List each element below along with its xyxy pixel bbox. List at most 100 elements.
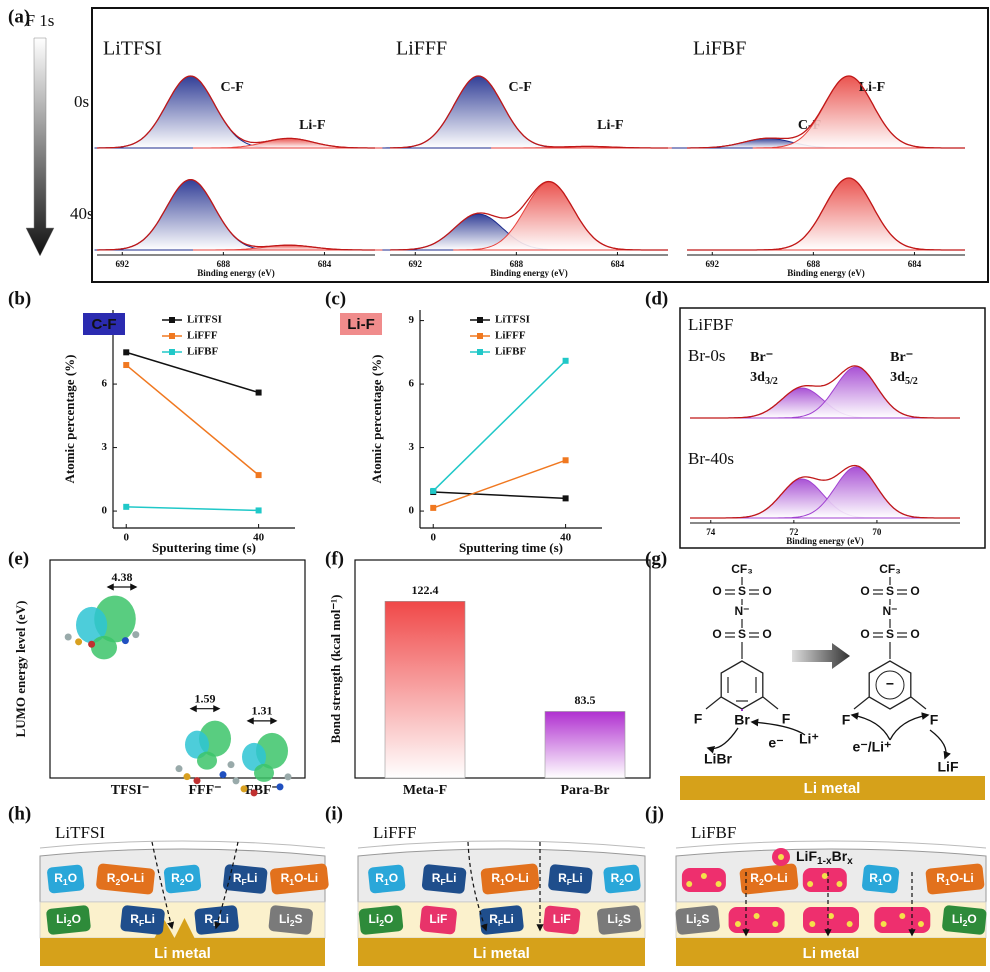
- text-part: Li: [607, 912, 618, 926]
- dot: [821, 873, 828, 879]
- x-tick-label: 684: [318, 259, 332, 269]
- text-part: 3d: [890, 370, 905, 385]
- text-part: F: [139, 918, 144, 928]
- text-part: O: [68, 871, 77, 885]
- x-tick-label: 40: [560, 532, 572, 544]
- sei-component-label: R1O: [54, 871, 77, 887]
- text-part: Li: [686, 912, 697, 926]
- bar: [384, 601, 466, 779]
- sei-component-label: R1O-Li: [491, 871, 528, 887]
- text-part: 1-x: [817, 856, 832, 867]
- text-part: F: [498, 918, 503, 928]
- orbital-lobe: [76, 606, 108, 644]
- sei-component-label: RFLi: [130, 912, 155, 928]
- dot: [807, 881, 814, 887]
- plot-frame: [354, 559, 651, 779]
- x-tick-label: 684: [611, 259, 625, 269]
- sei-component-label: R2O: [611, 871, 634, 887]
- panel-label: (a): [8, 6, 30, 27]
- panel-label: (e): [8, 548, 29, 569]
- dot: [753, 913, 760, 919]
- sei-component: [675, 905, 720, 935]
- text-part: Li: [247, 871, 258, 885]
- peak-label: C-F: [221, 80, 244, 95]
- outer-sei-edge: [357, 840, 646, 849]
- panel-title: LiFFF: [396, 38, 447, 60]
- atom-label: F: [782, 711, 791, 727]
- text-part: Br: [832, 848, 848, 864]
- peak-orbital: 3d5/2: [890, 370, 918, 387]
- sei-component-label: Li2S: [686, 912, 709, 928]
- panel-label: (i): [325, 803, 343, 824]
- atom-label: F: [842, 712, 851, 728]
- sei-component-label: R1O-Li: [936, 871, 973, 887]
- sei-component-label: RFLi: [558, 871, 583, 887]
- arrow: [929, 729, 951, 760]
- peak: [752, 75, 945, 149]
- sei-component-label: RFLi: [489, 912, 514, 928]
- y-tick-label: 0: [102, 505, 108, 517]
- x-tick-label: 692: [116, 259, 130, 269]
- series-line: [432, 459, 566, 509]
- x-axis-label: Sputtering time (s): [459, 540, 563, 555]
- atom-ball: [219, 771, 227, 779]
- time-label: 40s: [70, 204, 94, 223]
- text-part: 2: [697, 918, 702, 928]
- peak-label: Br⁻: [750, 350, 773, 365]
- text-part: O-Li: [505, 871, 529, 885]
- li-metal: [676, 938, 986, 966]
- arrow: [850, 712, 891, 741]
- point: [123, 349, 130, 356]
- peak-orbital: 3d3/2: [750, 370, 778, 387]
- sei-component: [46, 905, 91, 935]
- sei-component-label: RFLi: [233, 871, 258, 887]
- value-label: 4.38: [112, 570, 133, 584]
- outer-sei-edge: [675, 840, 987, 849]
- arrow: [889, 712, 930, 741]
- dot: [917, 921, 924, 927]
- legend-marker: [169, 349, 175, 355]
- series-line: [433, 491, 566, 500]
- tag-box: [340, 313, 382, 335]
- point: [123, 362, 130, 369]
- electron-label: e⁻: [768, 735, 783, 751]
- panel-title: LiFBF: [691, 823, 736, 842]
- text-part: Li: [503, 912, 514, 926]
- x-tick-label: FFF⁻: [188, 783, 221, 798]
- point: [255, 472, 262, 479]
- panel-label: (b): [8, 288, 31, 309]
- atom-label: Br: [734, 712, 750, 728]
- point: [562, 457, 569, 464]
- legend-label: LiF1-xBrx: [796, 848, 853, 867]
- atom-label: S: [886, 584, 894, 598]
- orbital-lobe: [254, 763, 274, 782]
- sei-component: [194, 905, 239, 935]
- series-line: [126, 506, 259, 512]
- atom-ball: [240, 785, 248, 793]
- sei-component-label: Li2O: [56, 912, 81, 928]
- metal-label: Li metal: [473, 945, 530, 962]
- panel-label: (h): [8, 803, 31, 824]
- dot: [846, 921, 853, 927]
- diffusion-arrow: [467, 841, 488, 932]
- text-part: 1: [384, 877, 389, 887]
- li-metal: [358, 938, 645, 966]
- text-part: LiF: [796, 848, 817, 864]
- sei-component-label: LiF: [429, 912, 447, 926]
- sei-component: [47, 864, 85, 894]
- atom-label: O: [712, 584, 721, 598]
- x-axis-label: Binding energy (eV): [490, 268, 568, 278]
- sei-component: [862, 864, 900, 894]
- text-part: R: [936, 871, 945, 885]
- text-part: 2: [759, 877, 764, 887]
- text-part: O: [72, 912, 81, 926]
- sei-component: [368, 864, 406, 894]
- text-part: S: [701, 912, 709, 926]
- text-part: 2: [619, 877, 624, 887]
- product-right: LiF: [938, 759, 959, 775]
- text-part: R: [750, 871, 759, 885]
- orbital-lobe: [185, 730, 209, 759]
- arrow: [706, 727, 739, 754]
